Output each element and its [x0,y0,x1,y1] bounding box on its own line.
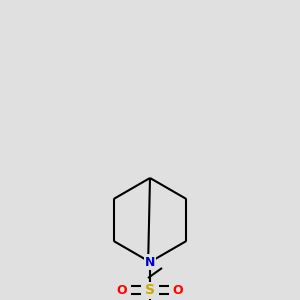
Text: N: N [145,256,155,268]
Text: O: O [117,284,127,296]
Text: S: S [145,283,155,297]
Text: O: O [173,284,183,296]
